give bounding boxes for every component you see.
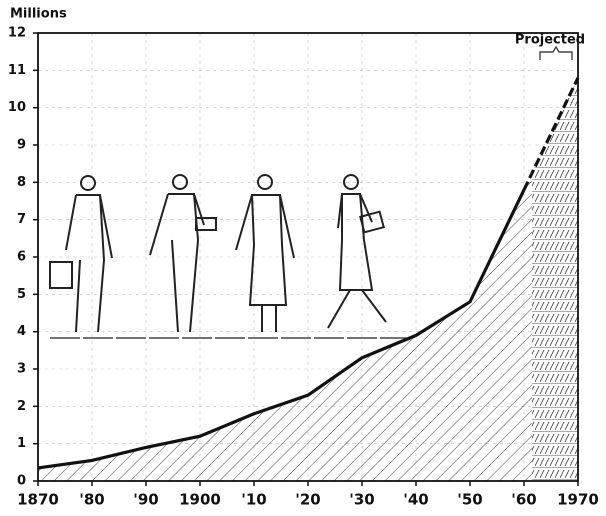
y-tick-label: 11	[8, 63, 26, 78]
x-tick-label: '60	[511, 491, 536, 509]
y-tick-label: 1	[17, 436, 26, 451]
x-tick-label: '40	[403, 491, 428, 509]
x-tick-label: '30	[349, 491, 374, 509]
area	[38, 77, 578, 482]
y-tick-label: 2	[17, 399, 26, 414]
projected-area	[532, 77, 578, 481]
y-tick-label: 9	[17, 138, 26, 153]
projected-bracket	[539, 45, 573, 60]
x-tick-label: '90	[133, 491, 158, 509]
y-tick-label: 4	[17, 324, 26, 339]
x-tick-label: '20	[295, 491, 320, 509]
x-tick-label: '80	[79, 491, 104, 509]
x-tick-label: 1870	[17, 491, 59, 509]
plot-frame	[37, 32, 579, 482]
y-tick-label: 8	[17, 175, 26, 190]
x-tick-label: 1900	[179, 491, 221, 509]
y-tick-label: 6	[17, 250, 26, 265]
line	[37, 189, 526, 470]
y-tick-label: 7	[17, 212, 26, 227]
x-tick-label: '10	[241, 491, 266, 509]
y-tick-label: 10	[8, 100, 26, 115]
annotation: Projected	[515, 33, 585, 48]
y-tick-label: 12	[8, 26, 26, 41]
projected-line	[522, 77, 580, 191]
y-tick-label: 0	[17, 474, 26, 489]
y-axis-label: Millions	[10, 7, 67, 22]
y-tick-label: 5	[17, 287, 26, 302]
figures	[49, 174, 408, 339]
x-tick-label: 1970	[557, 491, 599, 509]
y-tick-label: 3	[17, 362, 26, 377]
x-tick-label: '50	[457, 491, 482, 509]
